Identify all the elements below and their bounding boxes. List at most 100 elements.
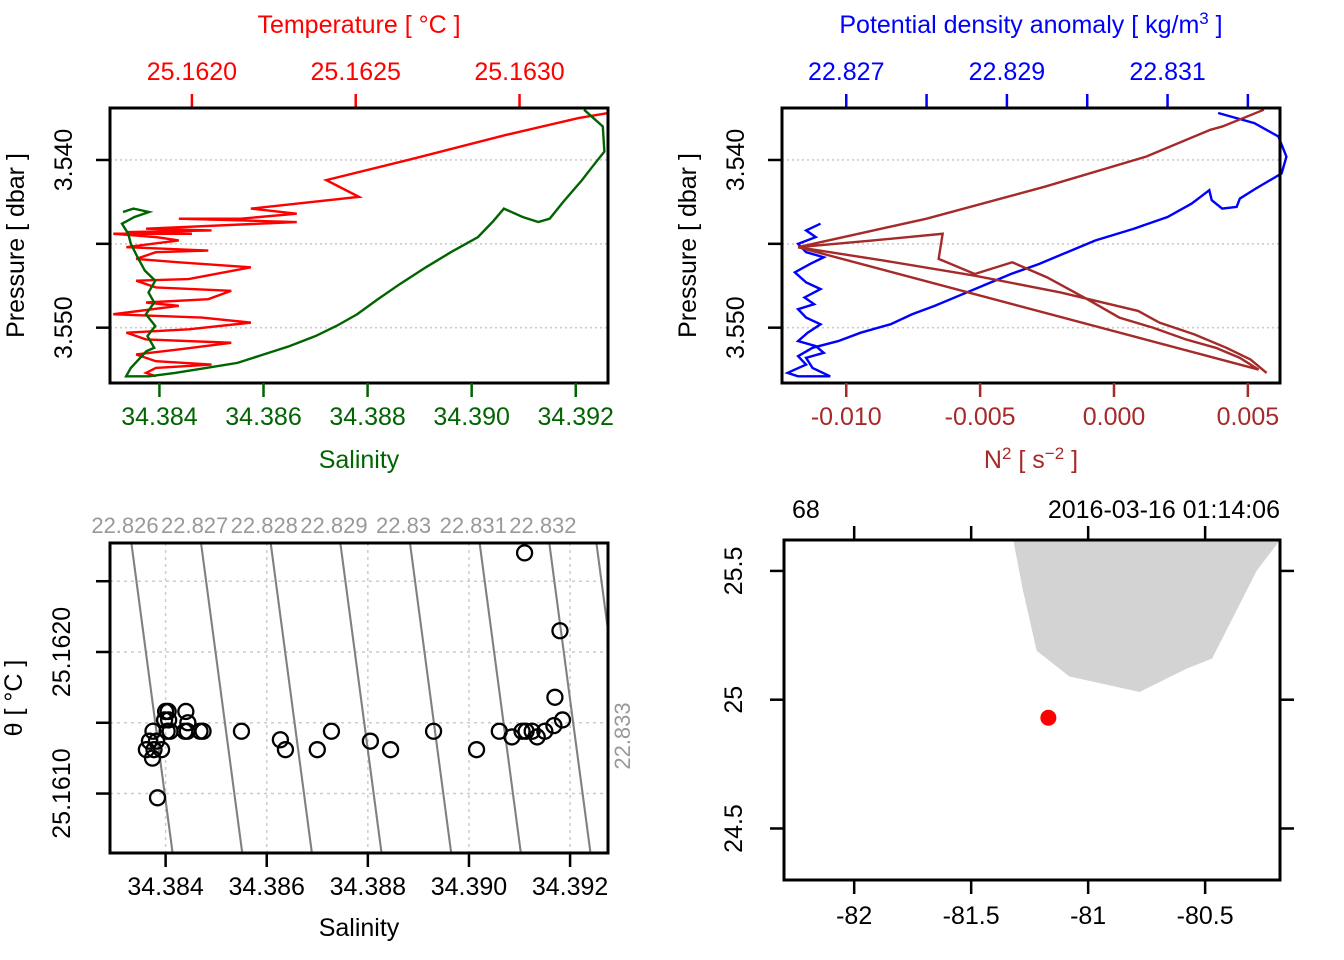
n2-tick-label: -0.010 [811,403,882,431]
plot-frame [108,541,610,855]
isopycnal-label: 22.827 [161,513,228,538]
ts-data-point [179,714,197,732]
isopycnal-label: 22.831 [440,513,507,538]
temperature-tick-label: 25.1625 [311,58,401,86]
density-tick-label: 22.827 [808,58,884,86]
pressure-tick-label: 3.550 [722,296,750,359]
temperature-tick-label: 25.1630 [474,58,564,86]
ts-data-point [177,702,195,721]
isopycnal-label: 22.826 [91,513,158,538]
ts-data-point [148,789,167,807]
isopycnal-line [199,543,244,853]
ts-data-point [232,722,251,740]
plot-frame [782,538,1282,882]
n2-tick-label: 0.000 [1083,403,1146,431]
n2-tick-label: 0.005 [1217,403,1280,431]
salinity-axis-title: Salinity [319,446,400,474]
salinity-tick-label: 34.390 [433,403,509,431]
ts-data-point [381,741,400,759]
series-n-squared [797,108,1268,374]
salinity-tick-label: 34.386 [228,873,304,901]
salinity-tick-label: 34.384 [127,873,204,901]
salinity-axis-title: Salinity [319,914,400,942]
pressure-tick-label: 3.540 [50,129,78,192]
longitude-tick-label: -81 [1070,902,1106,930]
isopycnal-line [548,543,592,853]
theta-axis-title: θ [ °C ] [0,660,28,737]
isopycnal-label: 22.83 [376,513,431,538]
plot-frame [780,106,1282,385]
ts-data-point [536,722,554,740]
isopycnal-label: 22.832 [509,513,576,538]
station-marker [1040,709,1057,726]
density-tick-label: 22.831 [1129,58,1205,86]
isopycnal-line [408,543,453,853]
ts-data-point [545,716,563,735]
ts-data-point [144,722,162,740]
ts-data-point [553,711,572,729]
salinity-tick-label: 34.390 [431,873,507,901]
ts-data-point [159,711,178,729]
temperature-tick-label: 25.1620 [147,58,237,86]
isopycnal-label: 22.829 [300,513,367,538]
ts-data-point [276,741,295,759]
salinity-tick-label: 34.386 [225,403,301,431]
temperature-axis-title: Temperature [ °C ] [257,11,460,39]
ts-data-point [424,722,443,740]
panel-density-n2-profile: Potential density anomaly [ kg/m3 ] 22.82… [672,0,1344,480]
isopycnal-line [478,543,522,853]
n2-axis-title: N2 [ s−2 ] [984,444,1078,474]
ts-data-point [159,702,177,721]
longitude-tick-label: -80.5 [1177,902,1234,930]
isopycnal-line [595,543,608,639]
plot-frame [108,106,610,385]
density-tick-label: 22.829 [969,58,1045,86]
isopycnal-side-label: 22.833 [610,702,635,769]
landmass [1013,540,1280,692]
ts-data-point [145,741,163,759]
ts-plot-svg: 22.826 22.827 22.828 22.829 22.83 22.831 22.83… [0,513,635,942]
isopycnal-line [130,543,174,853]
station-number: 68 [792,496,820,524]
ts-data-point [147,732,166,750]
panel-station-map: 68 2016-03-16 01:14:06 25.5 25 24.5 -82 -81.5 -… [672,480,1344,960]
map-interior [1013,540,1280,726]
series-salinity [120,108,606,378]
series-temperature [113,111,609,378]
salinity-tick-label: 34.388 [329,403,405,431]
ts-data-point [467,741,486,759]
profile-plot-svg: Temperature [ °C ] 25.1620 25.1625 25.1630 P… [2,11,614,474]
ts-data-point [515,544,534,562]
density-plot-svg: Potential density anomaly [ kg/m3 ] 22.82… [674,9,1288,474]
ts-data-point [546,688,564,706]
pressure-axis-title: Pressure [ dbar ] [674,153,702,338]
pressure-axis-title: Pressure [ dbar ] [2,153,30,338]
ts-data-point [140,732,159,750]
map-plot-svg: 68 2016-03-16 01:14:06 25.5 25 24.5 -82 -81.5 -… [720,496,1294,930]
salinity-tick-label: 34.392 [532,873,608,901]
theta-tick-label: 25.1610 [48,748,76,838]
longitude-tick-label: -81.5 [943,902,1000,930]
latitude-tick-label: 25 [720,686,748,714]
isopycnal-line [269,543,313,853]
ts-data-point [322,722,341,740]
ts-data-point [523,722,541,740]
ts-data-point [551,622,569,640]
isopycnal-label: 22.828 [231,513,298,538]
station-timestamp: 2016-03-16 01:14:06 [1048,496,1280,524]
ts-data-point [503,728,521,746]
longitude-tick-label: -82 [836,902,872,930]
ts-data-point [361,732,380,750]
isopycnal-line [339,543,383,853]
latitude-tick-label: 25.5 [720,547,748,596]
salinity-tick-label: 34.392 [538,403,614,431]
panel-temperature-salinity-profile: Temperature [ °C ] 25.1620 25.1625 25.1630 P… [0,0,672,480]
ts-data-point [271,731,290,749]
salinity-tick-label: 34.388 [330,873,406,901]
pressure-tick-label: 3.540 [722,129,750,192]
theta-tick-label: 25.1620 [48,607,76,697]
ts-data-point [308,741,326,759]
ts-plot-interior [110,543,608,853]
pressure-tick-label: 3.550 [50,296,78,359]
